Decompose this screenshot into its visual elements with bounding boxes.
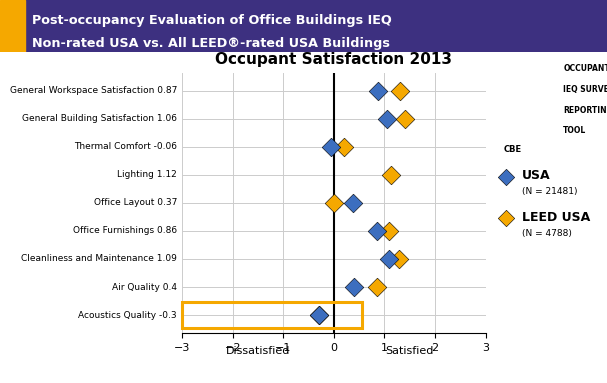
Point: [382, 116, 392, 122]
Point: [385, 228, 395, 234]
Point: [400, 116, 410, 122]
Text: General Workspace Satisfaction 0.87: General Workspace Satisfaction 0.87: [10, 87, 177, 95]
Point: [373, 228, 382, 234]
Text: Non-rated USA vs. All LEED®-rated USA Buildings: Non-rated USA vs. All LEED®-rated USA Bu…: [32, 37, 390, 50]
Point: [385, 172, 395, 178]
Text: Thermal Comfort -0.06: Thermal Comfort -0.06: [74, 142, 177, 152]
Text: LEED USA: LEED USA: [521, 211, 590, 224]
Point: [501, 174, 510, 180]
Text: OCCUPANT: OCCUPANT: [563, 64, 607, 73]
Point: [394, 256, 404, 262]
Text: Satisfied: Satisfied: [385, 346, 434, 356]
Point: [314, 312, 324, 318]
Point: [349, 284, 359, 290]
Text: Lighting 1.12: Lighting 1.12: [117, 170, 177, 180]
Text: Post-occupancy Evaluation of Office Buildings IEQ: Post-occupancy Evaluation of Office Buil…: [32, 15, 392, 28]
Text: Office Furnishings 0.86: Office Furnishings 0.86: [73, 226, 177, 236]
Title: Occupant Satisfaction 2013: Occupant Satisfaction 2013: [215, 52, 452, 67]
Point: [339, 144, 349, 150]
Point: [373, 88, 383, 94]
Point: [326, 144, 336, 150]
Text: Office Layout 0.37: Office Layout 0.37: [93, 198, 177, 208]
Text: (N = 21481): (N = 21481): [521, 187, 577, 196]
Point: [372, 284, 382, 290]
Bar: [0, 0, 25, 52]
Point: [395, 88, 404, 94]
Point: [501, 215, 510, 221]
Text: Cleanliness and Maintenance 1.09: Cleanliness and Maintenance 1.09: [21, 254, 177, 264]
Text: Acoustics Quality -0.3: Acoustics Quality -0.3: [78, 311, 177, 319]
Point: [348, 200, 358, 206]
Text: Dissatisfied: Dissatisfied: [226, 346, 290, 356]
Text: TOOL: TOOL: [563, 126, 586, 135]
Point: [314, 312, 324, 318]
Point: [329, 200, 339, 206]
Text: IEQ SURVEY: IEQ SURVEY: [563, 85, 607, 94]
Text: REPORTING: REPORTING: [563, 106, 607, 115]
Text: CBE: CBE: [503, 145, 521, 154]
Point: [384, 256, 394, 262]
Text: (N = 4788): (N = 4788): [521, 229, 572, 238]
Text: Air Quality 0.4: Air Quality 0.4: [112, 283, 177, 291]
Text: General Building Satisfaction 1.06: General Building Satisfaction 1.06: [22, 115, 177, 123]
Text: USA: USA: [521, 169, 551, 182]
